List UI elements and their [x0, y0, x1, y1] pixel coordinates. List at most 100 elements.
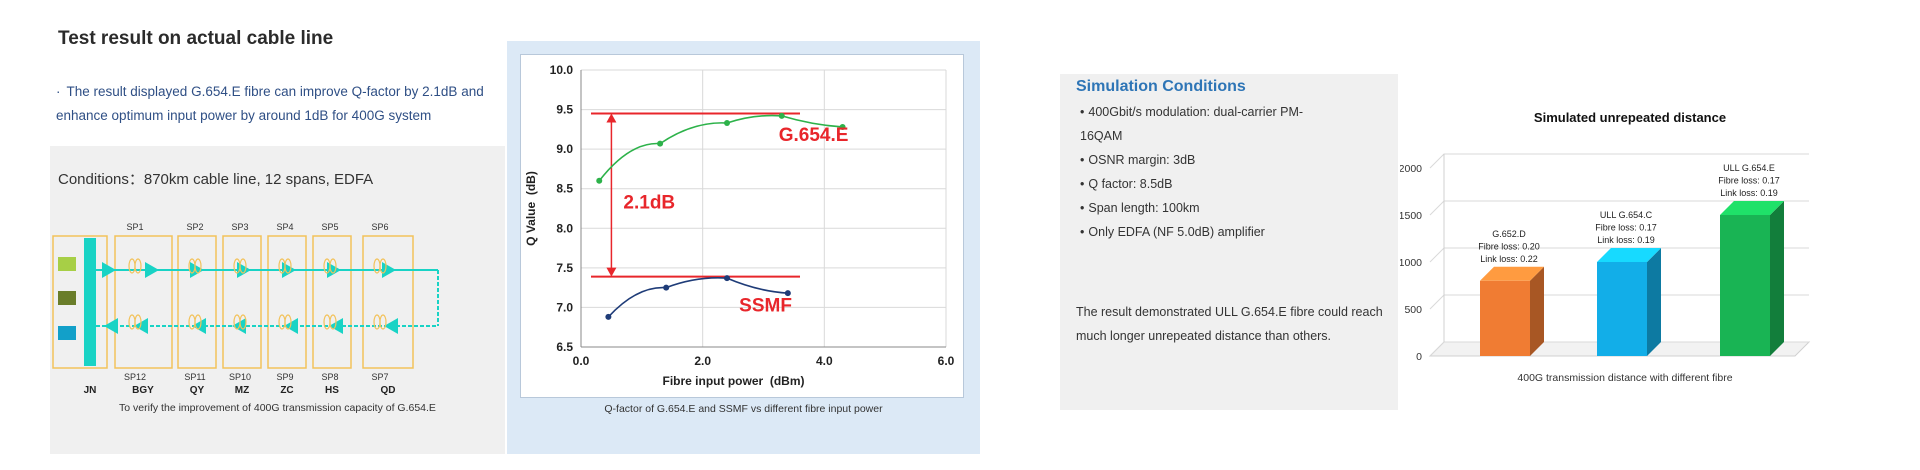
- x-axis-label: Fibre input power (dBm): [663, 374, 805, 388]
- data-point: [724, 275, 730, 282]
- transmitter-square-1: [58, 257, 76, 271]
- y-tick-label: 2000: [1400, 163, 1422, 175]
- station-label: BGY: [132, 385, 154, 396]
- bar-annotation-label: Link loss: 0.19: [1720, 188, 1778, 198]
- delta-arrow-head-down: [606, 267, 617, 277]
- page-title: Test result on actual cable line: [58, 28, 334, 49]
- fibre-spool-icon: [379, 258, 387, 274]
- station-label: QY: [190, 385, 205, 396]
- simulation-conditions-panel: Simulation Conditions 400Gbit/s modulati…: [1060, 74, 1398, 410]
- transmitter-square-2: [58, 291, 76, 305]
- y-tick-label: 0: [1416, 351, 1422, 363]
- fibre-spool-icon: [194, 258, 202, 274]
- data-point: [724, 120, 730, 127]
- delta-arrow-head-up: [606, 113, 617, 123]
- fibre-spool-icon: [329, 314, 337, 330]
- simulation-item: Span length: 100km: [1080, 196, 1330, 220]
- y-tick-label: 9.5: [556, 103, 573, 117]
- y-tick-label: 7.0: [556, 300, 573, 314]
- station-label: ZC: [280, 385, 293, 396]
- data-point: [778, 112, 785, 119]
- amplifier-icon: [232, 318, 246, 334]
- fibre-spool-icon: [284, 258, 292, 274]
- fibre-spool-icon: [194, 314, 202, 330]
- series-label-g654e: G.654.E: [779, 125, 849, 146]
- span-label-bottom: SP9: [276, 372, 293, 382]
- y-tick-label: 8.0: [556, 221, 573, 235]
- bar-top: [1720, 201, 1784, 215]
- amplifier-icon: [190, 262, 204, 278]
- simulation-title: Simulation Conditions: [1076, 78, 1246, 95]
- y-tick-label: 1000: [1400, 257, 1422, 269]
- simulation-item: Only EDFA (NF 5.0dB) amplifier: [1080, 220, 1330, 244]
- q-factor-chart: 6.5 7.0 7.5 8.0 8.5 9.0 9.5 10.0 0.0 2.0 4.0 6.0 Fib…: [524, 63, 955, 388]
- q-factor-chart-frame: 6.5 7.0 7.5 8.0 8.5 9.0 9.5 10.0 0.0 2.0 4.0 6.0 Fib…: [520, 54, 964, 398]
- span-label-top: SP4: [276, 222, 293, 232]
- simulation-item: Q factor: 8.5dB: [1080, 172, 1330, 196]
- span-label-bottom: SP7: [371, 372, 388, 382]
- station-label: JN: [84, 385, 97, 396]
- x-axis-label: 400G transmission distance with differen…: [1517, 372, 1732, 384]
- y-tick-label: 500: [1404, 304, 1422, 316]
- y-tick-label: 6.5: [556, 340, 573, 354]
- y-tick-label: 10.0: [550, 63, 574, 77]
- bar-annotation-label: ULL G.654.C: [1600, 210, 1653, 220]
- fibre-spool-icon: [134, 314, 142, 330]
- x-tick-label: 6.0: [938, 354, 955, 368]
- cable-line-diagram: SP1 SP12 SP2 SP11 SP3 SP10 SP4 SP9 SP5 SP8 SP6 SP7 J…: [52, 222, 439, 396]
- station-box: [114, 235, 173, 369]
- data-point: [657, 140, 664, 147]
- data-point: [663, 284, 670, 291]
- data-point: [784, 290, 791, 297]
- bar-annotation-label: G.652.D: [1492, 229, 1526, 239]
- span-label-bottom: SP10: [229, 372, 251, 382]
- span-label-bottom: SP11: [184, 372, 205, 382]
- series-line-ssmf: [607, 277, 788, 318]
- result-description-text: The result displayed G.654.E fibre can i…: [56, 84, 484, 123]
- bar-side: [1530, 266, 1544, 356]
- bar-annotation-label: Fibre loss: 0.20: [1478, 241, 1540, 251]
- bar-top: [1480, 266, 1544, 281]
- span-label-bottom: SP12: [124, 372, 146, 382]
- span-label-top: SP1: [126, 222, 143, 232]
- bar-front: [1720, 215, 1770, 356]
- bar-front: [1597, 262, 1647, 356]
- station-label: MZ: [235, 385, 249, 396]
- data-point: [605, 313, 612, 320]
- simulation-item: 400Gbit/s modulation: dual-carrier PM-16…: [1080, 100, 1330, 148]
- y-tick-label: 7.5: [556, 261, 573, 275]
- amplifier-icon: [192, 318, 206, 334]
- y-tick-label: 1500: [1400, 210, 1422, 222]
- y-tick-label: 9.0: [556, 142, 573, 156]
- bar-annotation-label: Link loss: 0.22: [1480, 254, 1538, 264]
- transmitter-square-3: [58, 326, 76, 340]
- amplifier-icon: [382, 262, 396, 278]
- y-axis-label: Q Value (dB): [524, 171, 538, 246]
- series-label-ssmf: SSMF: [739, 295, 792, 316]
- data-point: [596, 177, 603, 184]
- simulation-result: The result demonstrated ULL G.654.E fibr…: [1076, 305, 1383, 343]
- station-box: [52, 235, 108, 369]
- station-box: [267, 235, 307, 369]
- unrepeated-distance-chart: Simulated unrepeated distance 0 500 1000 150…: [1400, 110, 1811, 384]
- y-tick-label: 8.5: [556, 182, 573, 196]
- span-label-top: SP3: [231, 222, 248, 232]
- bar-annotation-label: Link loss: 0.19: [1597, 235, 1655, 245]
- result-description: · The result displayed G.654.E fibre can …: [56, 80, 496, 128]
- amplifier-icon: [384, 318, 398, 334]
- bar-annotation-label: Fibre loss: 0.17: [1595, 223, 1657, 233]
- fibre-spool-icon: [329, 258, 337, 274]
- span-label-top: SP6: [371, 222, 388, 232]
- simulation-list: 400Gbit/s modulation: dual-carrier PM-16…: [1080, 100, 1330, 244]
- span-label-bottom: SP8: [321, 372, 338, 382]
- amplifier-icon: [102, 262, 116, 278]
- delta-label: 2.1dB: [623, 193, 675, 214]
- diagram-caption: To verify the improvement of 400G transm…: [119, 402, 436, 414]
- x-tick-label: 4.0: [816, 354, 833, 368]
- span-label-top: SP5: [321, 222, 338, 232]
- fibre-spool-icon: [284, 314, 292, 330]
- span-label-top: SP2: [186, 222, 203, 232]
- station-box: [362, 235, 414, 369]
- cable-line-panel: Conditions：870km cable line, 12 spans, E…: [50, 146, 505, 454]
- bar-annotation-label: Fibre loss: 0.17: [1718, 176, 1780, 186]
